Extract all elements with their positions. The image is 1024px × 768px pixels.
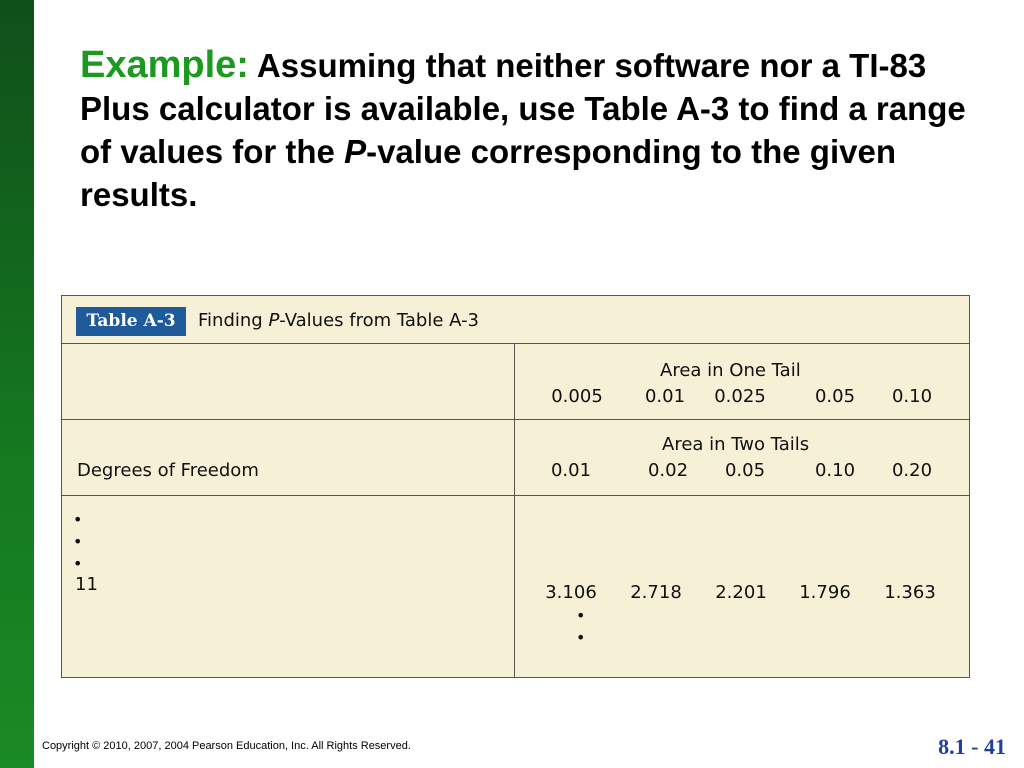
two-tails-value: 0.20 bbox=[891, 460, 933, 481]
critical-value: 1.796 bbox=[799, 582, 851, 603]
degrees-of-freedom-label: Degrees of Freedom bbox=[77, 460, 259, 481]
two-tails-value: 0.01 bbox=[550, 460, 592, 481]
critical-value: 2.201 bbox=[715, 582, 767, 603]
divider bbox=[62, 419, 969, 420]
one-tail-value: 0.025 bbox=[714, 386, 766, 407]
row-ellipsis-dot: • bbox=[73, 554, 83, 573]
title-text-a: Assuming that neither software nor a TI-… bbox=[80, 47, 966, 170]
one-tail-label: Area in One Tail bbox=[660, 360, 801, 381]
critical-value: 2.718 bbox=[630, 582, 682, 603]
critical-value: 1.363 bbox=[884, 582, 936, 603]
caption-text-b: -Values from Table A-3 bbox=[279, 310, 480, 331]
caption-p-letter: P bbox=[268, 310, 280, 331]
caption-text-a: Finding bbox=[198, 310, 269, 331]
two-tails-value: 0.02 bbox=[647, 460, 689, 481]
table-a3: Table A-3 Finding P-Values from Table A-… bbox=[61, 295, 970, 678]
two-tails-value: 0.05 bbox=[724, 460, 766, 481]
divider bbox=[62, 343, 969, 344]
table-badge: Table A-3 bbox=[76, 307, 186, 336]
one-tail-value: 0.10 bbox=[891, 386, 933, 407]
table-caption: Finding P-Values from Table A-3 bbox=[198, 309, 479, 333]
row-ellipsis-dot: • bbox=[73, 532, 83, 551]
divider bbox=[62, 495, 969, 496]
row-ellipsis-dot: • bbox=[73, 510, 83, 529]
two-tails-value: 0.10 bbox=[814, 460, 856, 481]
copyright-footer: Copyright © 2010, 2007, 2004 Pearson Edu… bbox=[42, 740, 411, 752]
column-ellipsis-dot: • bbox=[576, 628, 586, 647]
two-tails-label: Area in Two Tails bbox=[662, 434, 810, 455]
one-tail-value: 0.005 bbox=[551, 386, 603, 407]
title-lead: Example: bbox=[80, 44, 249, 86]
df-value: 11 bbox=[75, 574, 98, 595]
side-accent-bar bbox=[0, 0, 34, 768]
one-tail-value: 0.01 bbox=[644, 386, 686, 407]
critical-value: 3.106 bbox=[545, 582, 597, 603]
one-tail-value: 0.05 bbox=[814, 386, 856, 407]
column-ellipsis-dot: • bbox=[576, 606, 586, 625]
slide-title: Example: Assuming that neither software … bbox=[80, 44, 980, 216]
title-p-letter: P bbox=[344, 133, 367, 170]
divider bbox=[514, 343, 515, 677]
title-text-b: -value corresponding to the given result… bbox=[80, 133, 896, 213]
slide-number: 8.1 - 41 bbox=[938, 734, 1006, 759]
